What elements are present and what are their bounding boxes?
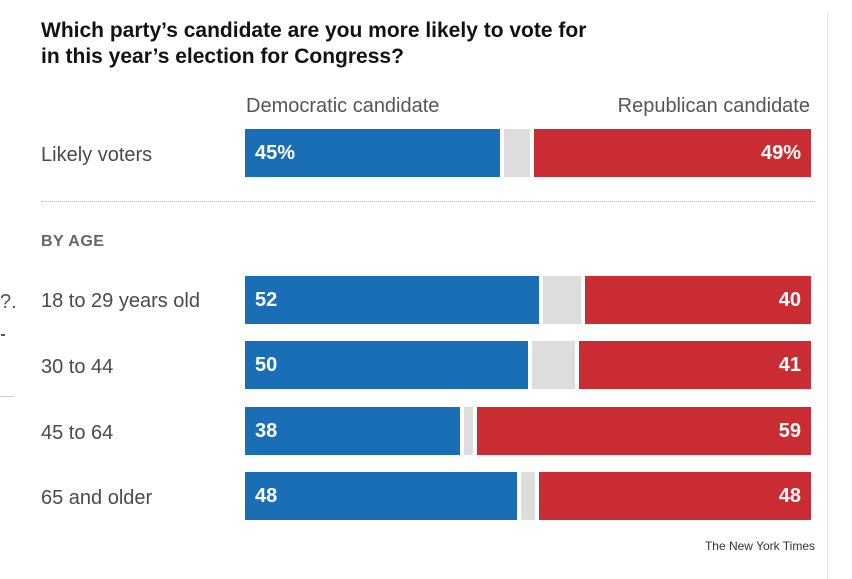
value-republican-45-64: 59: [778, 420, 801, 442]
legend-democratic: Democratic candidate: [246, 95, 440, 117]
bar-other-likely-voters: [503, 129, 530, 177]
right-divider: [827, 12, 828, 579]
row-label-45-64: 45 to 64: [41, 422, 114, 444]
value-republican-65-older: 48: [778, 485, 801, 507]
bar-other-65-older: [520, 472, 536, 520]
bar-row-likely-voters: 45% 49%: [245, 129, 811, 177]
row-label-30-44: 30 to 44: [41, 356, 114, 378]
row-label-likely-voters: Likely voters: [41, 144, 153, 166]
edge-divider: [0, 396, 14, 397]
edge-fragment: [1, 334, 5, 336]
value-democratic-65-older: 48: [255, 485, 278, 507]
bar-republican-45-64: [477, 407, 811, 455]
edge-glyph: ?.: [0, 291, 17, 313]
bar-row-45-64: 38 59: [245, 407, 811, 455]
chart-title: Which party’s candidate are you more lik…: [41, 19, 587, 68]
value-democratic-18-29: 52: [255, 289, 278, 311]
bar-other-45-64: [464, 407, 474, 455]
value-democratic-likely-voters: 45%: [255, 142, 296, 164]
bar-row-65-older: 48 48: [245, 472, 811, 520]
bar-republican-65-older: [539, 472, 811, 520]
value-republican-18-29: 40: [778, 289, 801, 311]
source-credit: The New York Times: [704, 539, 815, 553]
value-republican-likely-voters: 49%: [760, 142, 801, 164]
legend-republican: Republican candidate: [617, 95, 810, 117]
row-label-18-29: 18 to 29 years old: [41, 290, 200, 312]
bar-democratic-65-older: [245, 472, 517, 520]
section-divider: [41, 201, 815, 202]
value-democratic-30-44: 50: [255, 354, 278, 376]
section-label-by-age: BY AGE: [41, 233, 105, 250]
bar-row-30-44: 50 41: [245, 341, 811, 389]
bar-democratic-45-64: [245, 407, 461, 455]
value-democratic-45-64: 38: [255, 420, 278, 442]
bar-republican-likely-voters: [533, 129, 811, 177]
bar-other-30-44: [532, 341, 575, 389]
bar-other-18-29: [543, 276, 581, 324]
bar-republican-30-44: [578, 341, 811, 389]
bar-democratic-30-44: [245, 341, 528, 389]
bar-republican-18-29: [584, 276, 811, 324]
bar-row-18-29: 52 40: [245, 276, 811, 324]
bar-democratic-18-29: [245, 276, 540, 324]
row-label-65-older: 65 and older: [41, 487, 153, 509]
bar-democratic-likely-voters: [245, 129, 500, 177]
value-republican-30-44: 41: [778, 354, 801, 376]
